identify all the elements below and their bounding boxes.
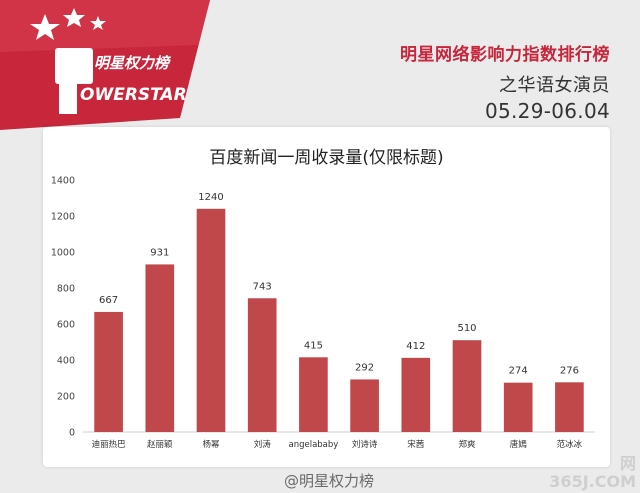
bar-data-label: 667 [99,295,118,306]
bar [94,311,123,432]
fist-icon [55,48,93,84]
x-category-label: 刘诗诗 [352,439,378,450]
x-category-label: 刘涛 [254,439,272,450]
bar-data-label: 276 [560,365,579,376]
header-date-range: 05.29-06.04 [484,99,610,123]
weibo-watermark: @明星权力榜 [284,472,375,490]
site-watermark: 网 365J.COM [549,455,636,491]
x-category-label: angelababy [288,440,338,450]
bar-data-label: 743 [253,281,272,292]
bar-data-label: 931 [150,247,169,258]
bar [145,264,175,432]
bar [503,382,533,432]
y-tick-label: 1400 [51,176,75,187]
powerstar-logo: 明星权力榜 OWERSTAR [0,0,210,130]
fist-icon-arm [59,84,77,114]
bar [299,357,328,432]
bar [452,340,482,432]
y-tick-label: 1200 [51,212,75,223]
bar [350,379,379,432]
bar-data-label: 412 [406,341,425,352]
bar-data-label: 274 [509,366,528,377]
chart-title: 百度新闻一周收录量(仅限标题) [209,148,444,168]
star-icon [30,14,60,40]
bar-data-label: 1240 [198,192,223,203]
x-category-label: 郑爽 [458,439,476,450]
star-icon [63,8,85,27]
bar [401,357,431,432]
header-title: 明星网络影响力指数排行榜 [400,45,610,65]
x-category-label: 宋茜 [407,439,424,450]
bar-chart: 0 200 400 600 800 1000 1200 1400 667 迪丽热巴 931 赵丽颖 12… [51,176,595,450]
y-tick-label: 800 [57,284,75,295]
bar [196,208,226,432]
y-tick-label: 0 [69,428,75,439]
x-category-label: 赵丽颖 [147,439,173,450]
logo-highlight-shape [0,0,210,52]
chart-card: 百度新闻一周收录量(仅限标题) 0 200 400 600 800 1000 1200 140… [43,127,610,467]
site-watermark-line2: 365J.COM [549,472,636,491]
y-tick-label: 200 [57,392,75,403]
header: 明星网络影响力指数排行榜 之华语女演员 05.29-06.04 [400,40,610,123]
bar [247,298,277,432]
bar-data-label: 292 [355,362,374,373]
site-watermark-line1: 网 [619,454,636,473]
x-category-label: 唐嫣 [510,439,528,450]
header-subtitle: 之华语女演员 [499,75,610,96]
y-tick-label: 1000 [51,248,75,259]
star-icon [90,16,106,30]
brand-name-en: OWERSTAR [80,85,187,105]
bar-data-label: 510 [457,323,476,334]
y-tick-label: 400 [57,356,75,367]
y-tick-label: 600 [57,320,75,331]
x-category-label: 迪丽热巴 [92,439,127,450]
bar-data-label: 415 [304,340,323,351]
x-category-label: 范冰冰 [557,439,583,450]
x-category-label: 杨幂 [202,439,220,450]
brand-name-cn: 明星权力榜 [94,54,172,72]
bar [555,382,584,432]
